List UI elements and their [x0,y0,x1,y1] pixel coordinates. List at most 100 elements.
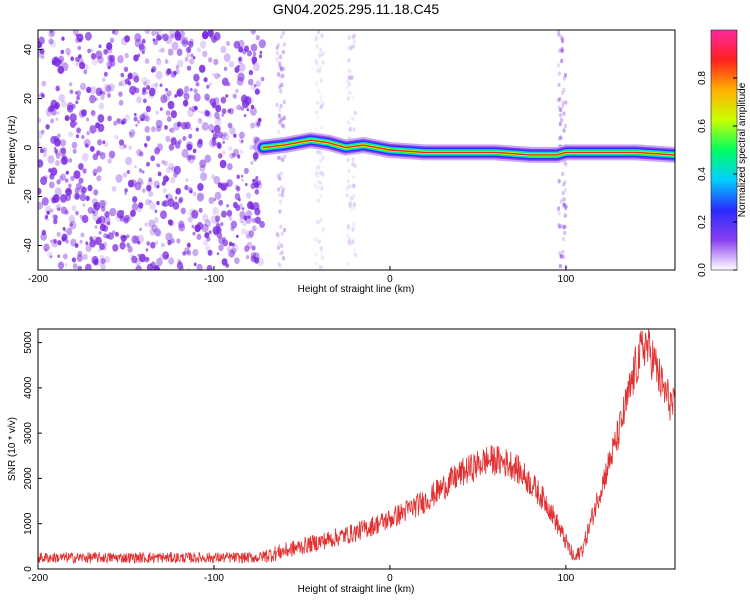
noise-blob [557,82,561,88]
noise-blob [192,191,197,197]
noise-blob [319,158,323,163]
noise-blob [353,201,357,206]
noise-blob [560,46,564,52]
noise-blob [40,232,47,241]
noise-blob [183,92,190,101]
noise-blob [278,263,282,268]
noise-blob [352,174,356,180]
noise-blob [146,184,152,192]
noise-blob [55,160,60,167]
noise-blob [282,123,286,129]
noise-blob [320,186,324,191]
noise-blob [156,185,160,189]
noise-blob [279,224,283,230]
noise-blob [144,125,150,133]
noise-blob [164,87,169,92]
noise-blob [193,105,198,111]
noise-blob [243,114,247,118]
noise-blob [233,40,240,49]
noise-blob [180,265,184,270]
noise-blob [317,88,321,94]
spectrogram-x-axis-label: Height of straight line (km) [298,284,415,295]
noise-blob [279,199,283,204]
noise-blob [157,171,162,177]
noise-blob [350,74,354,80]
noise-blob [348,237,352,242]
noise-blob [244,96,252,106]
noise-blob [213,228,219,236]
noise-blob [189,88,193,92]
noise-blob [120,72,125,78]
noise-blob [41,93,45,98]
noise-blob [123,144,127,149]
noise-blob [252,217,257,224]
noise-blob [96,175,102,182]
snr-x-tick-label: -100 [204,573,224,584]
noise-blob [318,180,322,186]
noise-blob [92,213,99,222]
noise-blob [142,114,148,122]
noise-blob [107,221,111,226]
noise-blob [181,148,189,158]
noise-blob [70,175,75,182]
noise-blob [166,116,172,122]
noise-blob [230,220,238,229]
noise-blob [279,103,283,109]
noise-blob [315,149,319,155]
noise-blob [185,178,189,182]
noise-blob [133,116,138,122]
noise-blob [247,201,254,210]
noise-blob [213,124,221,134]
noise-blob [562,237,566,242]
noise-blob [278,64,282,70]
noise-blob [155,162,159,167]
noise-blob [178,260,182,266]
noise-blob [251,225,257,232]
noise-blob [226,41,230,46]
noise-blob [178,121,182,126]
noise-blob [558,136,562,141]
noise-blob [69,120,76,128]
noise-blob [195,82,200,87]
noise-blob [196,47,201,53]
noise-blob [49,30,56,37]
spectrogram-y-ticks: 40 20 0 -20 -40 [23,44,42,253]
noise-blob [197,183,204,191]
noise-blob [160,47,165,53]
noise-blob [99,152,106,160]
noise-blob [196,222,204,230]
noise-blob [129,132,134,139]
noise-blob [95,236,102,246]
noise-blob [79,61,86,70]
noise-blob [282,99,286,105]
noise-blob [211,102,217,109]
noise-blob [279,171,283,176]
noise-blob [155,119,163,129]
noise-blob [282,115,286,121]
noise-blob [557,223,561,228]
noise-blob [563,213,567,218]
noise-blob [227,122,233,129]
noise-blob [214,111,220,119]
noise-blob [239,217,244,224]
noise-blob [162,33,169,42]
noise-blob [79,239,83,244]
noise-blob [232,148,240,157]
noise-blob [558,264,563,269]
noise-blob [191,209,199,219]
noise-blob [199,40,207,49]
noise-blob [250,122,256,129]
noise-blob [201,122,209,131]
noise-blob [202,32,209,40]
snr-y-tick-label: 3000 [23,422,34,445]
noise-blob [346,96,351,101]
noise-blob [98,231,102,235]
noise-blob [277,192,281,198]
noise-blob [174,196,178,200]
spectrogram-x-tick-label: -100 [204,274,224,285]
noise-blob [206,84,210,89]
snr-x-ticks: -200 -100 0 100 [28,565,575,584]
noise-blob [141,76,148,85]
noise-blob [160,210,167,220]
noise-blob [283,227,287,233]
